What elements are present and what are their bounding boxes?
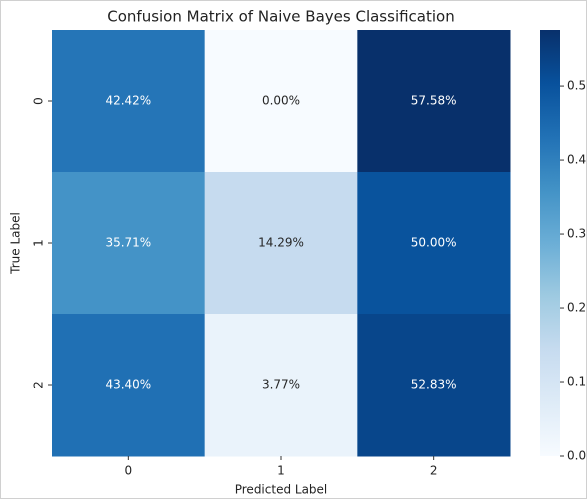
heatmap-cell [357,314,511,457]
cell-label: 52.83% [411,378,457,392]
heatmap-cell [52,172,206,315]
colorbar-tick-label: 0.2 [567,301,586,315]
chart-title: Confusion Matrix of Naive Bayes Classifi… [107,8,454,26]
colorbar-tick-label: 0.0 [567,449,586,463]
cell-label: 42.42% [105,94,151,108]
y-tick-label: 0 [32,97,46,105]
cell-label: 57.58% [411,94,457,108]
heatmap-cell [52,314,206,457]
heatmap-cell [357,172,511,315]
cell-label: 35.71% [105,236,151,250]
cell-label: 43.40% [105,378,151,392]
heatmap-cell [357,30,511,173]
y-tick-label: 2 [32,381,46,389]
colorbar-tick-label: 0.4 [567,153,586,167]
x-tick-label: 2 [430,464,438,478]
cell-label: 3.77% [262,378,300,392]
x-tick-label: 0 [125,464,133,478]
y-axis-label: True Label [9,212,23,275]
heatmap-cell [52,30,206,173]
cell-label: 50.00% [411,236,457,250]
x-axis-label: Predicted Label [235,483,328,497]
colorbar-tick-label: 0.5 [567,79,586,93]
heatmap-cell [204,172,358,315]
x-tick-label: 1 [277,464,285,478]
heatmap-cell [204,314,358,457]
colorbar-tick-label: 0.1 [567,375,586,389]
cell-label: 14.29% [258,236,304,250]
y-tick-label: 1 [32,239,46,247]
colorbar-tick-label: 0.3 [567,227,586,241]
colorbar [540,30,560,456]
cell-label: 0.00% [262,94,300,108]
heatmap-cell [204,30,358,173]
